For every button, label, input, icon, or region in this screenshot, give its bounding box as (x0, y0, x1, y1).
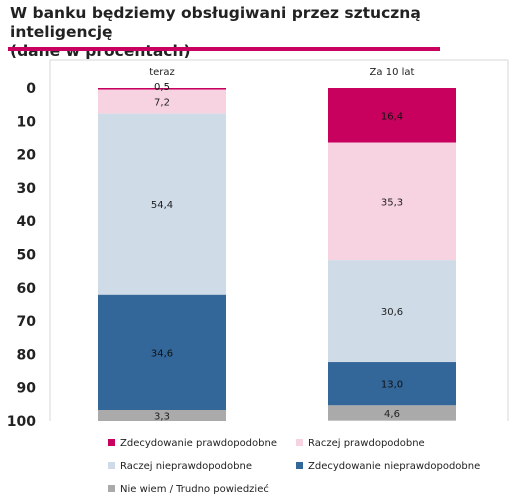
chart-title-line1: W banku będziemy obsługiwani przez sztuc… (10, 4, 421, 41)
chart-title: W banku będziemy obsługiwani przez sztuc… (10, 4, 480, 61)
legend-swatch (108, 484, 115, 492)
legend-swatch (108, 461, 115, 469)
bar-data-label: 13,0 (381, 380, 403, 391)
bar-data-label: 34,6 (151, 348, 173, 359)
bar-data-label: 30,6 (381, 307, 403, 318)
y-tick-label: 90 (17, 381, 37, 397)
bar-segment (98, 113, 226, 295)
bar-segment (98, 88, 226, 90)
legend-item: Raczej prawdopodobne (296, 437, 425, 451)
y-tick-label: 70 (17, 314, 37, 330)
legend-item: Zdecydowanie nieprawdopodobne (296, 460, 480, 474)
legend-label: Nie wiem / Trudno powiedzieć (120, 484, 269, 495)
bar-segment (98, 410, 226, 421)
legend-item: Nie wiem / Trudno powiedzieć (108, 483, 269, 497)
legend-label: Zdecydowanie prawdopodobne (120, 438, 277, 449)
y-tick-label: 50 (17, 248, 37, 264)
bar-segment (98, 89, 226, 114)
legend-item: Zdecydowanie prawdopodobne (108, 437, 277, 451)
y-tick-label: 10 (17, 114, 37, 130)
stacked-bar-chart: 0 10 20 30 40 50 60 70 80 90 100 teraz Za 10 lat 0,… (7, 59, 509, 430)
bar-segment (328, 88, 456, 143)
bar-data-label: 0,5 (154, 82, 170, 93)
y-tick-label: 0 (26, 81, 36, 97)
chart-legend: Zdecydowanie prawdopodobne Raczej prawdop… (98, 437, 498, 501)
category-label: Za 10 lat (370, 67, 415, 78)
bar-data-label: 16,4 (381, 111, 403, 122)
legend-label: Raczej prawdopodobne (308, 438, 425, 449)
bar-data-label: 54,4 (151, 200, 173, 211)
bar-segment (328, 142, 456, 261)
bar-segment (328, 260, 456, 363)
bar-segment (98, 294, 226, 411)
legend-swatch (108, 438, 115, 446)
bar-data-label: 4,6 (384, 409, 400, 420)
title-divider (8, 47, 440, 51)
bar-segment (328, 405, 456, 421)
y-tick-label: 40 (17, 214, 37, 230)
bar-data-label: 7,2 (154, 98, 170, 109)
legend-swatch (296, 438, 303, 446)
y-tick-label: 60 (17, 281, 37, 297)
legend-label: Raczej nieprawdopodobne (120, 461, 252, 472)
bar-data-label: 3,3 (154, 412, 170, 423)
y-tick-label: 20 (17, 148, 37, 164)
legend-label: Zdecydowanie nieprawdopodobne (308, 461, 481, 472)
bar-segment (328, 362, 456, 406)
category-label: teraz (149, 67, 175, 78)
y-tick-label: 80 (17, 347, 37, 363)
legend-item: Raczej nieprawdopodobne (108, 460, 252, 474)
bar-data-label: 35,3 (381, 197, 403, 208)
legend-swatch (296, 461, 303, 469)
y-tick-label: 100 (7, 414, 36, 430)
y-tick-label: 30 (17, 181, 37, 197)
chart-title-line2: (dane w procentach) (10, 42, 191, 60)
